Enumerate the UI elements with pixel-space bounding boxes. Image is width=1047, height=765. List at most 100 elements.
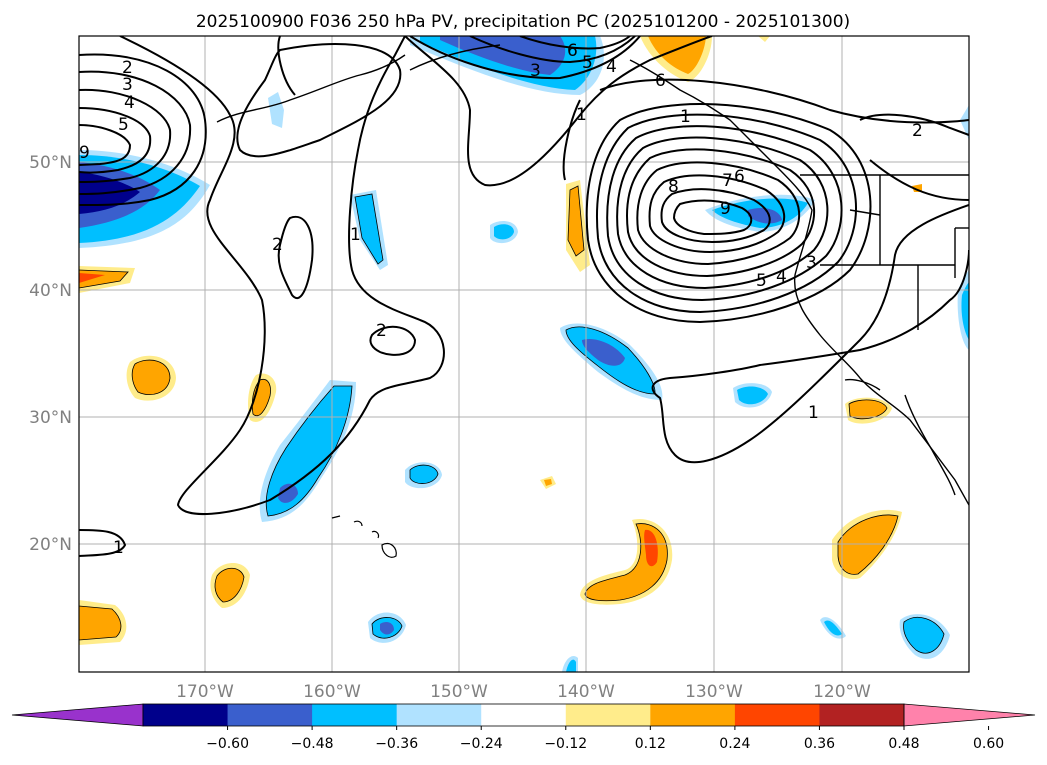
lon-label: 150°W	[430, 682, 488, 702]
colorbar-tick-label: 0.12	[635, 736, 666, 752]
colorbar-tick-label: 0.36	[804, 736, 835, 752]
precip-outline	[371, 617, 403, 639]
precip-shading	[79, 36, 969, 672]
lon-label: 140°W	[557, 682, 615, 702]
pv-contour	[636, 161, 801, 266]
contour-label: 1	[808, 403, 819, 423]
contour-label: 1	[680, 107, 691, 127]
pv-contour	[79, 124, 132, 166]
lon-label: 130°W	[685, 682, 743, 702]
pv-contour	[119, 36, 445, 515]
precip-neg-area	[582, 338, 625, 366]
coastline	[629, 59, 969, 506]
map-title: 2025100900 F036 250 hPa PV, precipitatio…	[196, 12, 850, 32]
pv-contour	[79, 53, 207, 207]
precip-pos-area	[79, 606, 121, 640]
contour-label: 2	[912, 121, 923, 141]
colorbar-swatch	[312, 704, 398, 726]
contour-label: 4	[776, 267, 787, 287]
colorbar-tick-label: −0.48	[291, 736, 334, 752]
contour-label: 2	[272, 235, 283, 255]
precip-neg-area	[903, 617, 944, 654]
lon-label: 120°W	[813, 682, 871, 702]
island	[381, 542, 397, 558]
map-area	[79, 36, 969, 672]
contour-label: 7	[722, 171, 733, 191]
contour-labels: 2 3 4 5 6 5 4 3 1 2 2 1 2 1 8 7 6 9 5 4 …	[79, 41, 923, 558]
colorbar: −0.60 −0.48 −0.36 −0.24 −0.12 0.12 0.24 0.36 0.4…	[11, 703, 1036, 752]
contour-label: 3	[530, 61, 541, 81]
colorbar-frame	[142, 703, 905, 727]
lat-label: 50°N	[29, 153, 72, 173]
precip-neg-area	[824, 620, 842, 636]
pv-contour	[79, 529, 127, 557]
pv-contour	[648, 174, 786, 254]
colorbar-tick-label: −0.12	[544, 736, 587, 752]
lat-label: 30°N	[29, 408, 72, 428]
precip-outline	[265, 385, 353, 517]
pv-contour	[79, 88, 172, 183]
colorbar-swatch	[396, 704, 482, 726]
precip-pos-area	[648, 36, 706, 74]
precip-neg-area	[494, 224, 514, 240]
lon-label: 170°W	[176, 682, 234, 702]
contour-label: 1	[350, 225, 361, 245]
pv-contours	[79, 36, 969, 557]
colorbar-tick-label: 0.60	[973, 736, 1004, 752]
pv-contour	[469, 36, 636, 64]
precip-neg-area	[268, 92, 284, 128]
pv-contour	[596, 113, 857, 314]
precip-neg-area	[440, 36, 566, 75]
precip-neg-area	[961, 282, 969, 340]
colorbar-tick-label: −0.60	[206, 736, 249, 752]
precip-pos-area	[544, 479, 552, 486]
pv-contour	[660, 188, 771, 244]
contour-label: 2	[376, 321, 387, 341]
pv-contour	[236, 43, 402, 158]
lat-label: 20°N	[29, 535, 72, 555]
pv-contour	[519, 36, 631, 50]
coastlines	[216, 44, 969, 506]
contour-label: 5	[582, 53, 593, 73]
pv-contour	[585, 103, 872, 324]
gridlines	[79, 36, 969, 672]
precip-outline	[567, 185, 585, 257]
precip-neg-area	[748, 208, 782, 224]
coastline	[849, 209, 881, 216]
islands	[331, 515, 397, 558]
contour-label: 3	[122, 75, 133, 95]
pv-contour	[651, 204, 969, 464]
coastline	[844, 378, 881, 391]
precip-neg-area	[380, 622, 394, 635]
pv-contour	[606, 125, 843, 302]
precip-outline	[848, 399, 888, 420]
colorbar-arrow-low	[11, 703, 144, 727]
pv-contour	[79, 107, 152, 174]
contour-label: 5	[756, 271, 767, 291]
pv-contour	[859, 113, 969, 136]
colorbar-swatch	[481, 704, 567, 726]
contour-label: 3	[806, 253, 817, 273]
contour-label: 1	[113, 538, 124, 558]
precip-outline	[409, 464, 439, 484]
pv-contour	[79, 70, 192, 195]
precip-outline	[79, 269, 129, 289]
pv-contour	[404, 36, 713, 187]
precip-outline	[837, 514, 899, 575]
pv-contour	[599, 78, 969, 124]
map-frame	[78, 35, 970, 673]
coastline	[216, 54, 406, 123]
pv-contour	[672, 199, 753, 236]
precip-pos-area	[215, 568, 244, 602]
contour-label: 8	[668, 177, 679, 197]
colorbar-tick-label: 0.48	[888, 736, 919, 752]
contour-label: 4	[124, 93, 135, 113]
contour-label: 6	[734, 167, 745, 187]
island	[331, 515, 341, 519]
colorbar-swatch	[143, 704, 229, 726]
contour-label: 4	[606, 57, 617, 77]
colorbar-arrow-high	[903, 703, 1036, 727]
latitude-labels: 50°N 40°N 30°N 20°N	[29, 153, 72, 555]
pv-contour	[369, 325, 417, 356]
